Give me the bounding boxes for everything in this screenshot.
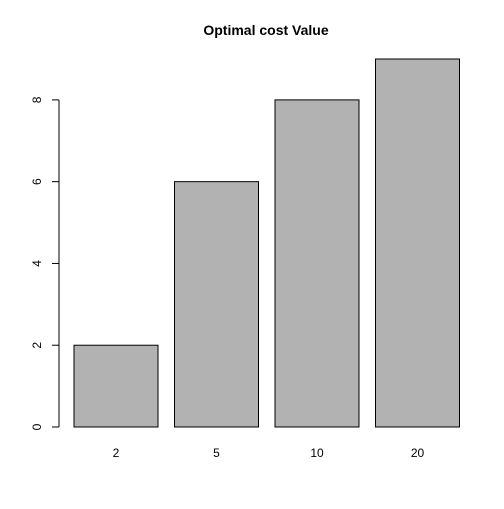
x-tick-labels: 2 5 10 20 (113, 446, 425, 460)
y-axis: 0 2 4 6 8 (30, 96, 60, 430)
bar-5 (174, 181, 259, 428)
bar-2 (73, 344, 159, 428)
x-tick-label-2: 2 (113, 446, 120, 460)
y-tick-label-2: 2 (30, 342, 44, 349)
x-tick-label-5: 5 (213, 446, 220, 460)
chart-title: Optimal cost Value (203, 22, 328, 38)
y-tick-label-8: 8 (30, 96, 44, 103)
bar-10 (274, 99, 360, 428)
bars-layer (73, 58, 460, 428)
y-tick-label-6: 6 (30, 178, 44, 185)
x-tick-label-10: 10 (310, 446, 324, 460)
x-tick-label-20: 20 (411, 446, 425, 460)
y-tick-label-4: 4 (30, 260, 44, 267)
y-tick-label-0: 0 (30, 423, 44, 430)
bar-20 (375, 58, 460, 428)
